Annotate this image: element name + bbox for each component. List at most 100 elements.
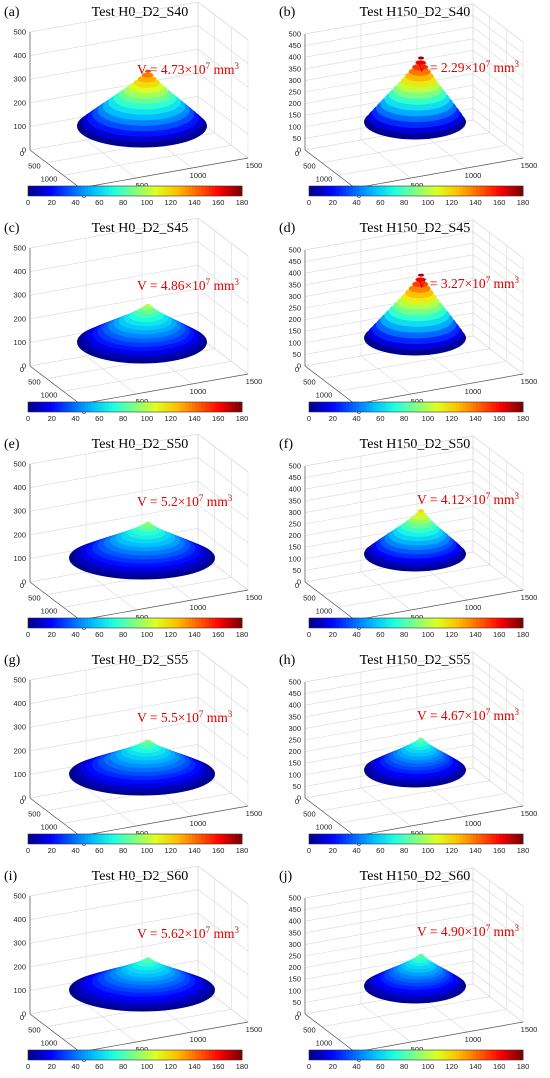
colorbar-tick-label: 140 [188, 630, 201, 639]
y-tick-label: 0 [20, 149, 24, 158]
z-tick-label: 300 [288, 940, 301, 949]
panel-title: Test H150_D2_S55 [360, 653, 471, 668]
colorbar-tick-label: 60 [376, 630, 384, 639]
y-tick-label: 1000 [316, 174, 333, 183]
volume-annotation: V = 4.86×107 mm3 [137, 277, 240, 293]
chart-svg: (i) Test H0_D2_S6001002003004005000500100… [4, 865, 262, 1071]
y-tick-label: 1000 [41, 174, 58, 183]
colorbar-tick-label: 20 [48, 1062, 56, 1071]
z-tick-label: 0 [22, 146, 26, 155]
z-tick-label: 200 [288, 99, 301, 108]
y-tick-label: 500 [28, 594, 41, 603]
z-tick-label: 500 [288, 894, 301, 903]
colorbar [308, 185, 524, 197]
axes [29, 32, 249, 189]
y-tick-label: 0 [20, 581, 24, 590]
z-tick-label: 300 [13, 939, 26, 948]
colorbar-tick-label: 180 [236, 630, 249, 639]
colorbar-tick-label: 0 [307, 846, 311, 855]
volume-annotation: V = 4.67×107 mm3 [417, 707, 520, 723]
surface [364, 737, 466, 788]
axes [29, 248, 249, 405]
z-tick-label: 100 [288, 338, 301, 347]
z-tick-label: 200 [288, 315, 301, 324]
colorbar-tick-label: 180 [236, 846, 249, 855]
y-tick-label: 1000 [41, 1038, 58, 1047]
y-tick-label: 0 [20, 365, 24, 374]
y-tick-label: 0 [295, 365, 299, 374]
volume-annotation: V = 3.27×107 mm3 [417, 275, 520, 291]
colorbar-tick-label: 0 [26, 198, 30, 207]
z-tick-label: 100 [13, 770, 26, 779]
z-tick-label: 0 [22, 362, 26, 371]
grid [304, 3, 524, 189]
y-tick-label: 1000 [316, 1038, 333, 1047]
colorbar-tick-label: 40 [352, 1062, 360, 1071]
panel-label: (f) [279, 437, 293, 452]
volume-annotation: V = 4.90×107 mm3 [417, 923, 520, 939]
chart-panel-c: (c) Test H0_D2_S45 0 100 200 300 400 500 0 500 100… [0, 216, 270, 426]
colorbar-tick-label: 160 [212, 198, 225, 207]
grid [304, 435, 524, 621]
surface [77, 303, 207, 364]
z-tick-label: 400 [288, 917, 301, 926]
y-tick-label: 1000 [41, 822, 58, 831]
colorbar-tick-label: 180 [236, 414, 249, 423]
colorbar-tick-label: 140 [469, 414, 482, 423]
z-tick-label: 300 [288, 508, 301, 517]
x-tick-label: 500 [411, 397, 424, 406]
colorbar [27, 833, 243, 845]
chart-svg: (a) Test H0_D2_S4001002003004005000500100… [4, 1, 263, 207]
colorbar-tick-label: 180 [517, 846, 530, 855]
z-tick-label: 450 [288, 689, 301, 698]
chart-svg: (c) Test H0_D2_S4501002003004005000500100… [4, 217, 262, 423]
chart-svg: (e) Test H0_D2_S5001002003004005000500100… [4, 433, 262, 639]
colorbar [308, 1049, 524, 1061]
z-tick-label: 100 [288, 986, 301, 995]
panel-label: (d) [279, 221, 296, 236]
z-tick-label: 500 [13, 892, 26, 901]
y-tick-label: 500 [28, 162, 41, 171]
z-tick-label: 450 [288, 257, 301, 266]
colorbar-tick-label: 180 [517, 198, 530, 207]
colorbar-tick-label: 0 [26, 846, 30, 855]
surface [364, 953, 466, 1004]
colorbar-tick-label: 160 [212, 630, 225, 639]
colorbar-tick-label: 20 [48, 414, 56, 423]
colorbar-tick-label: 140 [188, 198, 201, 207]
chart-svg: (h) Test H150_D2_S55050100150200250300350… [279, 651, 537, 855]
colorbar-tick-label: 40 [71, 1062, 79, 1071]
z-tick-label: 500 [13, 244, 26, 253]
colorbar-tick-label: 80 [400, 198, 408, 207]
colorbar-tick-label: 40 [71, 414, 79, 423]
y-tick-label: 500 [303, 1026, 316, 1035]
x-tick-label: 500 [411, 181, 424, 190]
z-tick-label: 450 [288, 41, 301, 50]
colorbar [27, 401, 243, 413]
z-tick-label: 200 [13, 746, 26, 755]
z-tick-label: 200 [288, 531, 301, 540]
z-tick-label: 0 [297, 362, 301, 371]
y-tick-label: 0 [295, 797, 299, 806]
chart-panel-i: (i) Test H0_D2_S60 0 100 200 300 400 500 0 500 100… [0, 864, 270, 1074]
z-tick-label: 50 [293, 998, 301, 1007]
x-tick-label: 1000 [190, 819, 207, 828]
colorbar-tick-label: 160 [212, 846, 225, 855]
colorbar-tick-label: 80 [119, 630, 127, 639]
y-tick-label: 0 [295, 581, 299, 590]
x-tick-label: 1500 [246, 161, 263, 170]
y-tick-label: 0 [20, 1013, 24, 1022]
colorbar-tick-label: 0 [26, 1062, 30, 1071]
chart-panel-g: (g) Test H0_D2_S55 0 100 200 300 400 500 0 500 100… [0, 648, 270, 858]
z-tick-label: 350 [288, 64, 301, 73]
colorbar-tick-label: 180 [236, 198, 249, 207]
colorbar [308, 617, 524, 629]
chart-panel-f: (f) Test H150_D2_S50 0 50 100 150 200 250 300 350… [275, 432, 545, 642]
colorbar-tick-label: 120 [164, 630, 177, 639]
x-tick-label: 500 [136, 829, 149, 838]
chart-panel-h: (h) Test H150_D2_S55 0 50 100 150 200 250 300 350… [275, 648, 545, 858]
colorbar-tick-label: 120 [445, 1062, 458, 1071]
x-tick-label: 500 [411, 1045, 424, 1054]
z-tick-label: 400 [288, 53, 301, 62]
volume-annotation: V = 4.12×107 mm3 [417, 491, 520, 507]
